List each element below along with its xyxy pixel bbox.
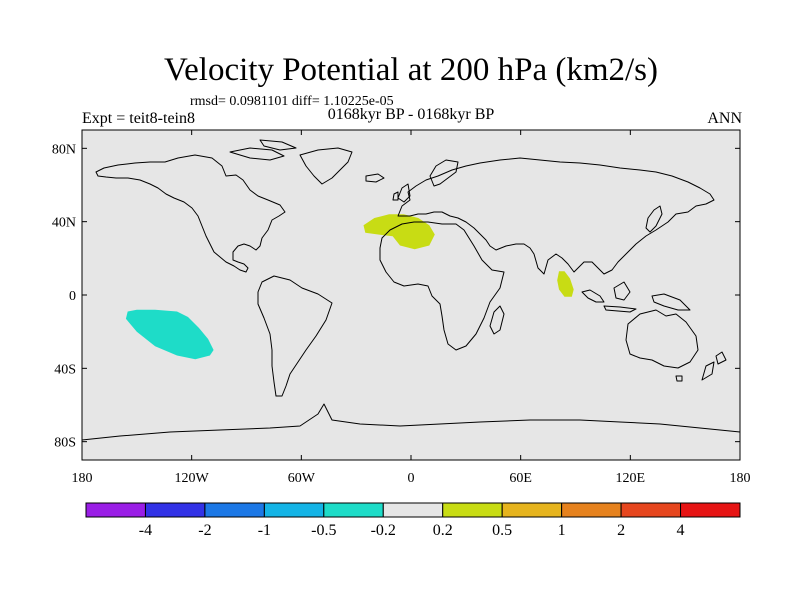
coastline-africa xyxy=(379,221,505,351)
lon-tick-label: 0 xyxy=(408,471,415,486)
colorbar-segment xyxy=(204,502,265,518)
lon-tick-label: 180 xyxy=(730,471,751,486)
coastline-australia xyxy=(625,309,699,369)
plot-title: Velocity Potential at 200 hPa (km2/s) xyxy=(163,52,659,88)
anomaly-south-pacific-negative xyxy=(125,309,214,360)
colorbar-label: -0.2 xyxy=(371,522,396,539)
map-background xyxy=(82,130,740,460)
coastline-eurasia xyxy=(397,157,715,275)
colorbar-segment xyxy=(382,502,444,518)
experiment-label: Expt = teit8-tein8 xyxy=(82,110,195,127)
lon-tick-label: 120W xyxy=(175,471,210,486)
colorbar-label: -4 xyxy=(139,522,152,539)
coastline-indonesia xyxy=(581,281,637,313)
anomaly-north-africa-positive xyxy=(363,214,435,250)
colorbar-segment xyxy=(442,502,503,518)
axis-ticks: 80N 40N 0 40S 80S 180 120W 60W 0 60E 120E 180 xyxy=(52,130,751,486)
colorbar-segment xyxy=(263,502,325,518)
coastline-madagascar xyxy=(489,305,505,335)
lon-tick-label: 60E xyxy=(509,471,532,486)
coastline-greenland xyxy=(299,147,353,185)
season-label: ANN xyxy=(707,110,742,127)
colorbar-segment xyxy=(323,502,384,518)
colorbar-segment xyxy=(620,502,682,518)
colorbar-segment xyxy=(561,502,622,518)
colorbar-label: 2 xyxy=(617,522,625,539)
lat-tick-label: 40N xyxy=(52,216,76,231)
lon-tick-label: 120E xyxy=(616,471,646,486)
coastline-arctic-islands xyxy=(229,139,297,161)
colorbar-segment xyxy=(85,502,146,518)
colorbar-label: 0.5 xyxy=(492,522,512,539)
colorbar-segment xyxy=(501,502,563,518)
coastlines xyxy=(81,139,741,441)
colorbar-label: -1 xyxy=(258,522,271,539)
lat-tick-label: 0 xyxy=(69,289,76,304)
stats-label: rmsd= 0.0981101 diff= 1.10225e-05 xyxy=(190,94,394,109)
lon-tick-label: 60W xyxy=(288,471,316,486)
lon-tick-label: 180 xyxy=(72,471,93,486)
colorbar-segment xyxy=(144,502,206,518)
period-label: 0168kyr BP - 0168kyr BP xyxy=(327,106,495,123)
coastline-british-isles xyxy=(392,183,411,203)
coastline-new-guinea xyxy=(651,293,691,311)
coastline-japan xyxy=(645,205,663,233)
coastline-north-america xyxy=(95,154,286,273)
colorbar: -4 -2 -1 -0.5 -0.2 0.2 0.5 1 2 4 xyxy=(85,502,741,539)
colorbar-label: 0.2 xyxy=(433,522,453,539)
anomaly-indian-ocean-positive xyxy=(557,271,574,297)
lat-tick-label: 80S xyxy=(54,436,76,451)
lat-tick-label: 80N xyxy=(52,142,76,157)
coastline-iceland xyxy=(365,173,385,183)
coastline-tasmania xyxy=(675,375,683,382)
colorbar-label: -0.5 xyxy=(311,522,336,539)
colorbar-label: -2 xyxy=(198,522,211,539)
coastline-scandinavia xyxy=(429,159,459,187)
colorbar-segment xyxy=(680,502,741,518)
coastline-antarctica xyxy=(81,403,741,441)
lat-tick-label: 40S xyxy=(54,362,76,377)
colorbar-label: 1 xyxy=(558,522,566,539)
colorbar-label: 4 xyxy=(677,522,685,539)
coastline-new-zealand xyxy=(701,351,727,381)
coastline-south-america xyxy=(257,275,333,397)
